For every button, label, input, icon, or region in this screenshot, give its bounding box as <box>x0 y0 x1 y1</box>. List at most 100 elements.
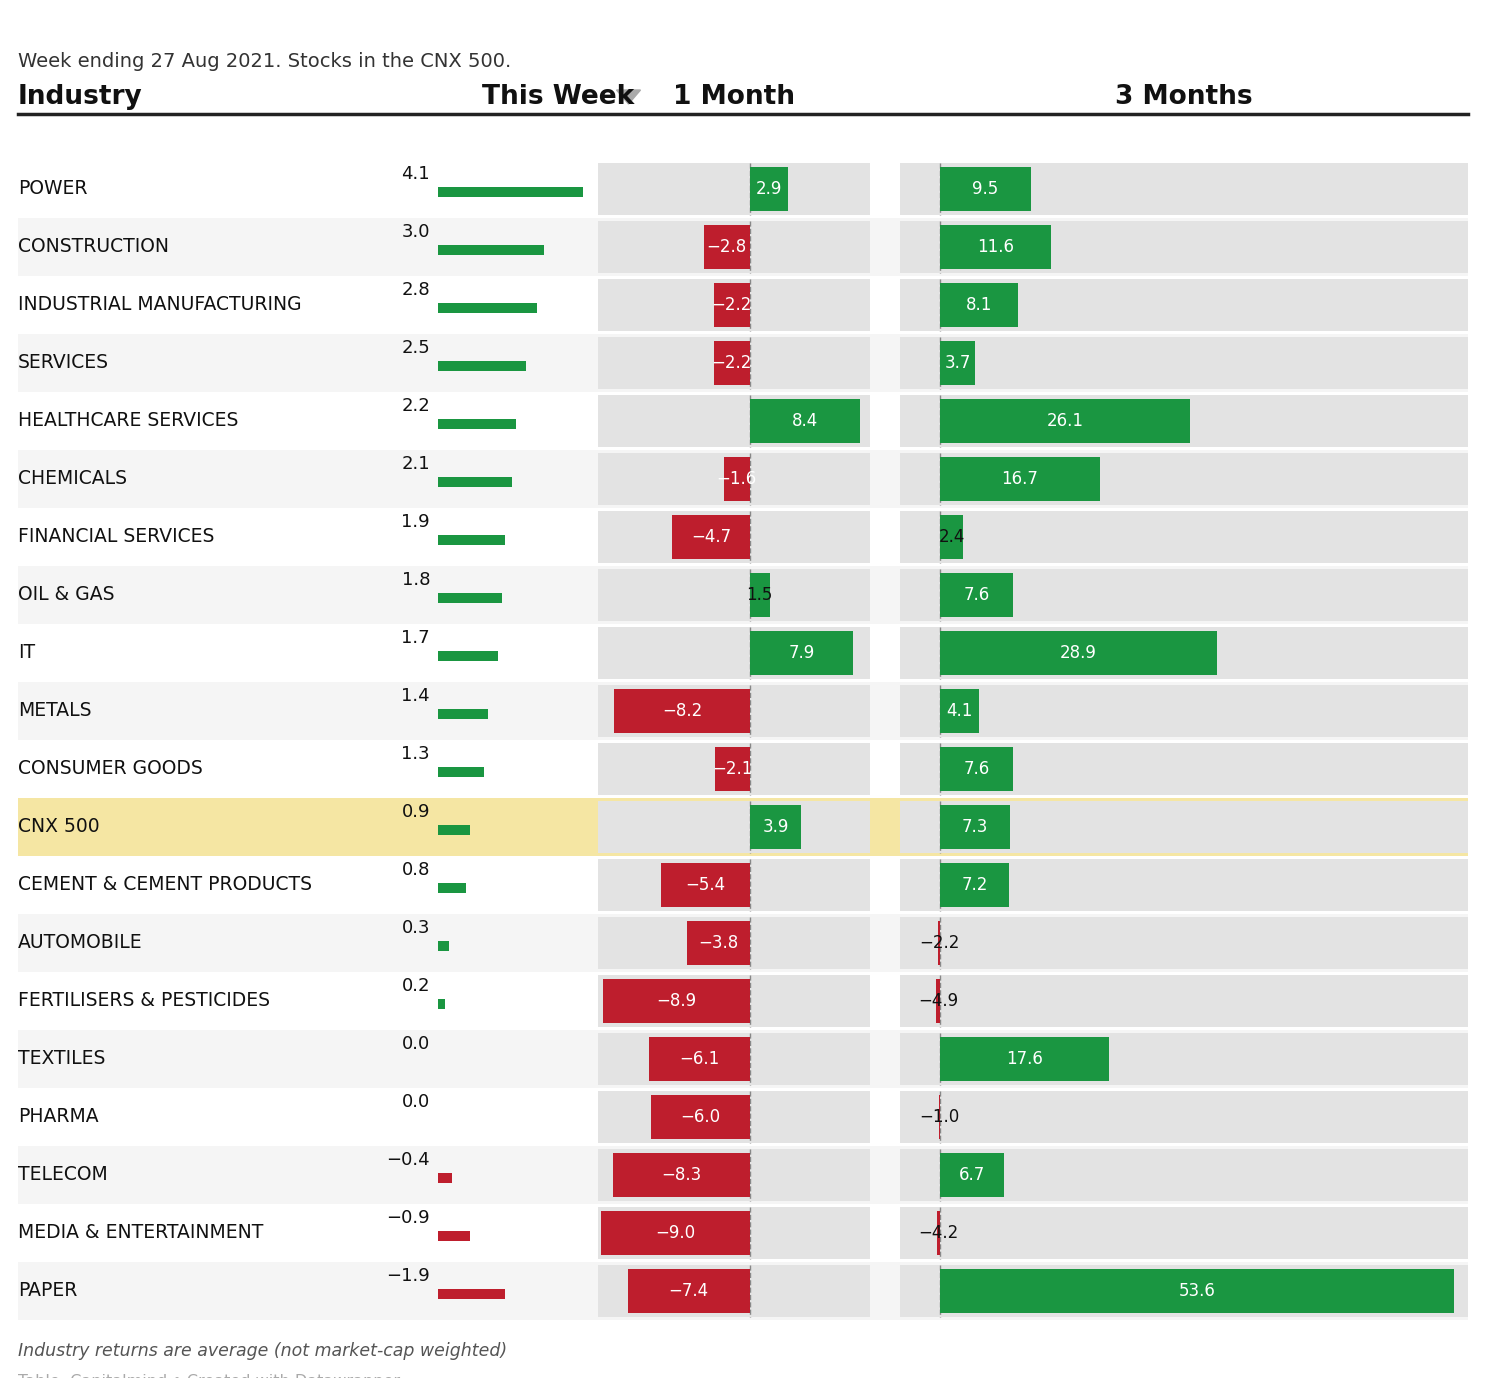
Bar <box>941 1038 1109 1080</box>
Text: 28.9: 28.9 <box>1060 644 1097 661</box>
Text: Industry returns are average (not market-cap weighted): Industry returns are average (not market… <box>18 1342 507 1360</box>
Text: −5.4: −5.4 <box>685 876 725 894</box>
Bar <box>438 710 487 719</box>
Bar <box>438 361 526 371</box>
Text: 0.9: 0.9 <box>401 803 429 821</box>
Bar <box>438 650 498 661</box>
Bar <box>938 921 941 965</box>
Bar <box>901 627 1468 679</box>
Bar <box>649 1038 750 1080</box>
Text: 3.9: 3.9 <box>762 819 789 836</box>
Text: 53.6: 53.6 <box>1178 1282 1216 1299</box>
Bar <box>438 187 583 197</box>
Bar <box>438 768 484 777</box>
Bar <box>597 163 869 215</box>
Bar <box>18 971 1468 1029</box>
Bar <box>18 160 1468 218</box>
Bar <box>18 682 1468 740</box>
Bar <box>936 978 941 1022</box>
Text: TELECOM: TELECOM <box>18 1166 108 1185</box>
Bar <box>18 508 1468 566</box>
Bar <box>597 916 869 969</box>
Bar <box>18 451 1468 508</box>
Bar <box>597 743 869 795</box>
Bar <box>597 858 869 911</box>
Text: −7.4: −7.4 <box>669 1282 709 1299</box>
Text: 6.7: 6.7 <box>958 1166 985 1184</box>
Bar <box>597 1265 869 1317</box>
Bar <box>614 689 750 733</box>
Bar <box>18 1089 1468 1146</box>
Text: 4.1: 4.1 <box>401 165 429 183</box>
Text: −4.7: −4.7 <box>691 528 731 546</box>
Text: 2.8: 2.8 <box>401 281 429 299</box>
Text: 2.5: 2.5 <box>401 339 429 357</box>
Text: −9.0: −9.0 <box>655 1224 695 1242</box>
Text: FERTILISERS & PESTICIDES: FERTILISERS & PESTICIDES <box>18 992 270 1010</box>
Bar <box>724 457 750 502</box>
Bar <box>18 1146 1468 1204</box>
Bar <box>18 333 1468 391</box>
Bar <box>901 278 1468 331</box>
Bar <box>941 631 1217 675</box>
Bar <box>438 1173 452 1182</box>
Bar <box>672 515 750 559</box>
Bar <box>901 338 1468 389</box>
Text: 3.0: 3.0 <box>401 223 429 241</box>
Text: 0.8: 0.8 <box>401 861 429 879</box>
Text: 1.7: 1.7 <box>401 628 429 648</box>
Bar <box>941 167 1031 211</box>
Bar <box>750 167 788 211</box>
Bar <box>941 689 979 733</box>
Text: 0.3: 0.3 <box>401 919 429 937</box>
Text: −0.4: −0.4 <box>386 1151 429 1169</box>
Text: 1.8: 1.8 <box>401 570 429 588</box>
Text: 1 Month: 1 Month <box>673 84 795 110</box>
Bar <box>597 453 869 504</box>
Text: 7.2: 7.2 <box>961 876 988 894</box>
Text: FINANCIAL SERVICES: FINANCIAL SERVICES <box>18 528 214 547</box>
Text: TEXTILES: TEXTILES <box>18 1050 106 1068</box>
Text: −6.0: −6.0 <box>681 1108 721 1126</box>
Text: 2.9: 2.9 <box>756 181 782 198</box>
Text: 3 Months: 3 Months <box>1114 84 1253 110</box>
Bar <box>597 801 869 853</box>
Text: AUTOMOBILE: AUTOMOBILE <box>18 933 143 952</box>
Bar <box>597 278 869 331</box>
Bar <box>901 1265 1468 1317</box>
Bar <box>438 825 470 835</box>
Bar <box>941 1269 1453 1313</box>
Bar <box>597 395 869 446</box>
Bar <box>938 1211 941 1255</box>
Bar <box>438 999 446 1009</box>
Text: 1.5: 1.5 <box>746 586 773 604</box>
Bar <box>18 566 1468 624</box>
Text: OIL & GAS: OIL & GAS <box>18 586 114 605</box>
Polygon shape <box>617 90 640 103</box>
Bar <box>901 801 1468 853</box>
Bar <box>597 976 869 1027</box>
Bar <box>18 1029 1468 1089</box>
Bar <box>18 624 1468 682</box>
Bar <box>597 1149 869 1202</box>
Text: INDUSTRIAL MANUFACTURING: INDUSTRIAL MANUFACTURING <box>18 295 302 314</box>
Text: 8.1: 8.1 <box>966 296 993 314</box>
Text: −1.9: −1.9 <box>386 1266 429 1286</box>
Bar <box>941 805 1010 849</box>
Bar <box>597 511 869 564</box>
Text: −8.2: −8.2 <box>663 701 703 719</box>
Bar <box>941 340 975 384</box>
Bar <box>438 941 449 951</box>
Bar <box>627 1269 750 1313</box>
Text: 26.1: 26.1 <box>1046 412 1083 430</box>
Text: MEDIA & ENTERTAINMENT: MEDIA & ENTERTAINMENT <box>18 1224 263 1243</box>
Bar <box>438 535 505 546</box>
Bar <box>901 163 1468 215</box>
Bar <box>941 863 1009 907</box>
Bar <box>901 220 1468 273</box>
Bar <box>18 1204 1468 1262</box>
Text: −3.8: −3.8 <box>698 934 739 952</box>
Bar <box>438 883 467 893</box>
Text: −4.2: −4.2 <box>918 1224 958 1242</box>
Text: METALS: METALS <box>18 701 92 721</box>
